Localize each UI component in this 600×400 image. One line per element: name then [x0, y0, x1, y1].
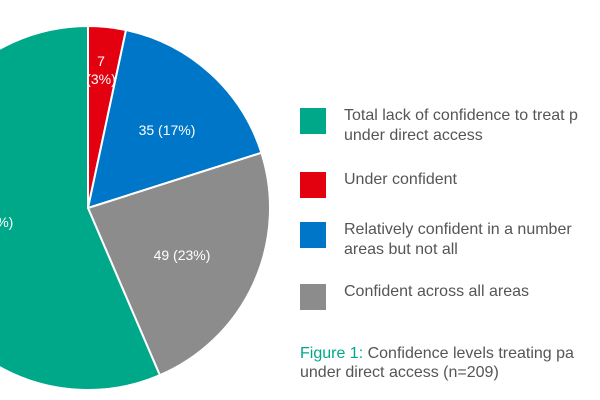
slice-label-under-confident-value: 7	[97, 53, 105, 69]
caption-text: Confidence levels treating pa under dire…	[300, 345, 574, 381]
slice-label-under-confident-percent: (3%)	[86, 71, 116, 87]
caption-label: Figure 1:	[300, 345, 364, 362]
legend-label: Relatively confident in a number areas b…	[344, 221, 572, 258]
pie-slice-total-lack	[0, 24, 162, 391]
pie-slice-confident-all	[86, 151, 271, 377]
legend-swatch	[300, 172, 326, 198]
legend-swatch	[300, 108, 326, 134]
pie-slice-relatively-confident	[86, 28, 263, 210]
legend-swatch	[300, 284, 326, 310]
legend-label: Total lack of confidence to treat p unde…	[344, 107, 578, 144]
slice-label-relatively-confident: 35 (17%)	[139, 122, 196, 138]
legend-swatch	[300, 222, 326, 248]
legend-label: Under confident	[344, 171, 457, 188]
legend-label: Confident across all areas	[344, 283, 529, 300]
slice-label-confident-all: 49 (23%)	[154, 247, 211, 263]
figure-caption: Figure 1: Confidence levels treating pa …	[300, 344, 574, 382]
slice-label-total-lack: (57%)	[0, 214, 13, 230]
